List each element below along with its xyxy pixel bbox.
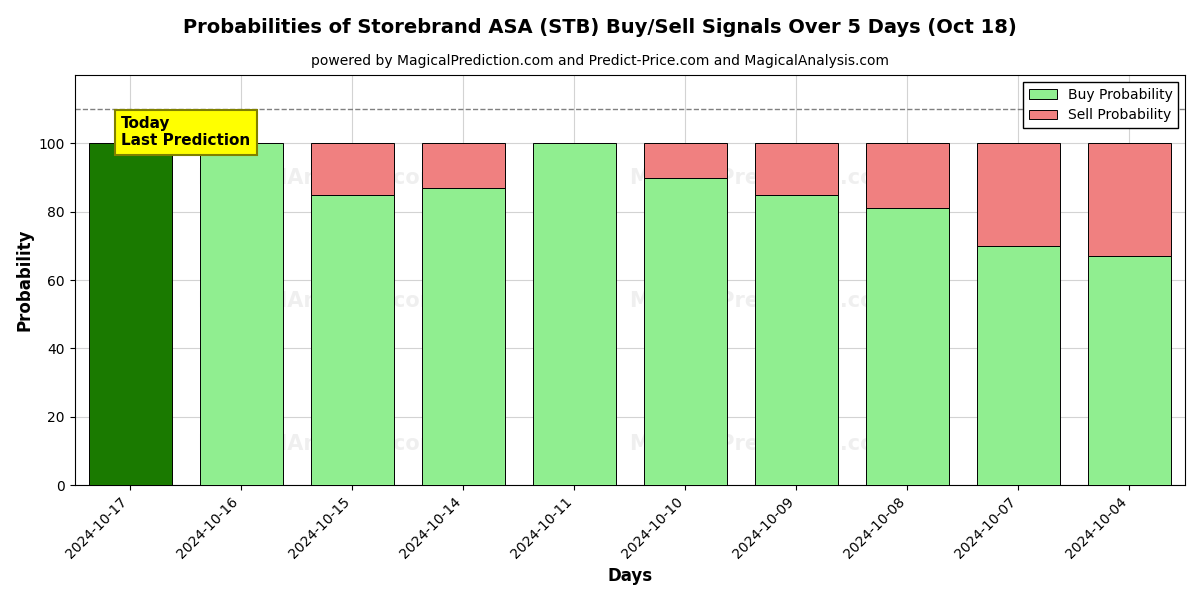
Bar (755, 194, 838, 485)
Bar (311, 194, 394, 485)
Legend: Buy Probability, Sell Probability: Buy Probability, Sell Probability (1024, 82, 1178, 128)
Text: MagicalPrediction.com: MagicalPrediction.com (630, 290, 896, 311)
Bar (533, 143, 616, 485)
Text: MagicalAnalysis.com: MagicalAnalysis.com (197, 434, 442, 454)
Bar (977, 246, 1060, 485)
Text: MagicalPrediction.com: MagicalPrediction.com (630, 167, 896, 188)
Text: Probabilities of Storebrand ASA (STB) Buy/Sell Signals Over 5 Days (Oct 18): Probabilities of Storebrand ASA (STB) Bu… (184, 18, 1016, 37)
Text: MagicalAnalysis.com: MagicalAnalysis.com (197, 290, 442, 311)
Bar (421, 188, 505, 485)
Bar (755, 143, 838, 194)
Bar (643, 143, 727, 178)
Bar (643, 178, 727, 485)
Text: MagicalPrediction.com: MagicalPrediction.com (630, 434, 896, 454)
Bar (977, 143, 1060, 246)
Bar (421, 143, 505, 188)
Bar (865, 143, 949, 208)
Y-axis label: Probability: Probability (16, 229, 34, 331)
Text: MagicalAnalysis.com: MagicalAnalysis.com (197, 167, 442, 188)
Bar (89, 143, 172, 485)
Bar (311, 143, 394, 194)
Text: powered by MagicalPrediction.com and Predict-Price.com and MagicalAnalysis.com: powered by MagicalPrediction.com and Pre… (311, 54, 889, 68)
Bar (865, 208, 949, 485)
Bar (199, 143, 283, 485)
Bar (1088, 256, 1171, 485)
Text: Today
Last Prediction: Today Last Prediction (121, 116, 251, 148)
Bar (1088, 143, 1171, 256)
X-axis label: Days: Days (607, 567, 653, 585)
